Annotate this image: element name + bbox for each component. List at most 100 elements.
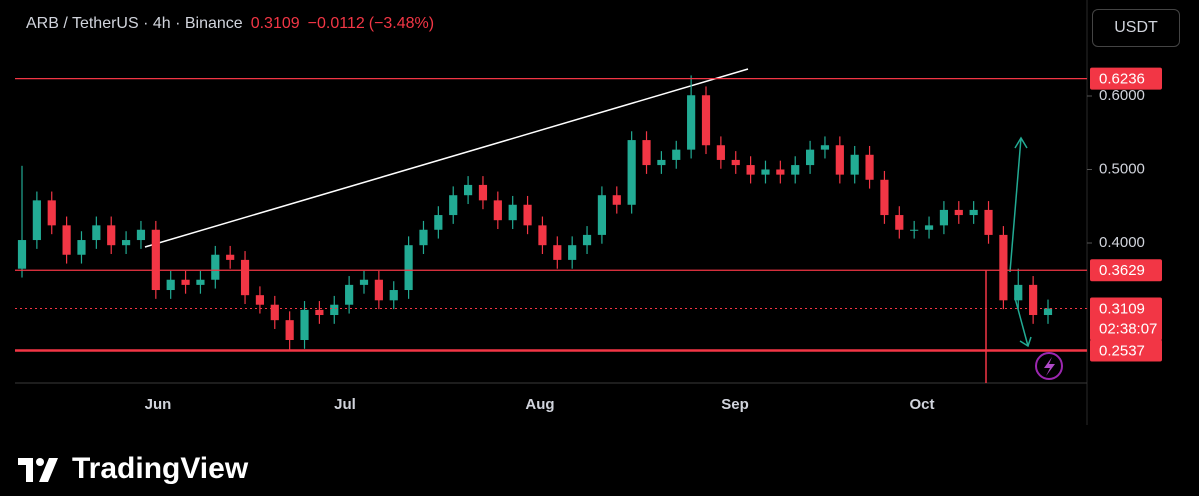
candle-body (1029, 284, 1038, 316)
x-tick-label: Oct (909, 396, 934, 413)
candle-body (62, 225, 71, 255)
x-tick-label: Sep (721, 396, 749, 413)
candle-body (687, 95, 696, 150)
candle-body (121, 240, 131, 246)
candle-body (776, 169, 785, 175)
candle-body (939, 209, 949, 226)
alert-icon (1035, 352, 1063, 380)
candle-body (672, 149, 681, 160)
candle-body (107, 225, 116, 246)
level-label: 0.2537 (1099, 342, 1145, 359)
x-tick-label: Jul (334, 396, 356, 413)
candle-body (77, 240, 86, 255)
last-price-label: 0.3109 (1099, 300, 1145, 317)
candle-body (731, 159, 740, 166)
candle-body (47, 200, 56, 226)
y-tick-label: 0.5000 (1099, 160, 1145, 177)
candle-body (969, 209, 978, 216)
header-change: −0.0112 (307, 15, 365, 32)
candle-body (315, 309, 324, 316)
candle-body (434, 215, 443, 230)
candle-body (895, 215, 904, 230)
candle-body (92, 225, 101, 241)
trend-line (144, 68, 749, 248)
candle-body (345, 284, 354, 305)
candle-body (166, 279, 175, 291)
candle-body (657, 159, 666, 166)
candle-body (910, 229, 919, 231)
level-label-bg (1090, 339, 1162, 362)
candle-body (374, 279, 383, 301)
x-tick-label: Aug (525, 396, 554, 413)
candle-body (508, 204, 517, 221)
candle-body (568, 245, 577, 260)
level-label-bg (1090, 259, 1162, 282)
level-label: 0.3629 (1099, 262, 1145, 279)
candle-body (404, 245, 413, 291)
candle-body (359, 279, 369, 285)
symbol-title: ARB / TetherUS · 4h · Binance (26, 15, 243, 32)
candle-body (761, 169, 770, 175)
candle-body (820, 145, 830, 150)
candle-body (642, 140, 651, 166)
candle-body (389, 290, 398, 301)
candle-body (32, 200, 41, 241)
candle-body (880, 179, 889, 216)
candle-body (285, 320, 294, 341)
candle-body (330, 304, 339, 316)
candle-body (449, 195, 458, 216)
countdown-label: 02:38:07 (1099, 320, 1157, 337)
brand-logo (18, 458, 58, 482)
candle-body (478, 184, 488, 201)
candle-body (17, 240, 27, 269)
candle-body (211, 254, 220, 280)
level-label: 0.6236 (1099, 71, 1145, 88)
header-change-pct: (−3.48%) (368, 15, 435, 32)
candle-body (226, 254, 235, 260)
candle-body (151, 229, 160, 291)
brand-name: TradingView (72, 452, 249, 485)
candle-body (1014, 284, 1023, 301)
candle-body (240, 259, 250, 296)
candle-body (612, 195, 621, 205)
candle-body (181, 279, 190, 285)
candle-body (538, 225, 547, 246)
up-arrow (1009, 136, 1028, 273)
candle-body (553, 245, 562, 260)
candle-body (954, 209, 963, 216)
candle-body (1043, 308, 1053, 316)
level-label-bg (1090, 67, 1162, 90)
candle-body (597, 195, 607, 235)
candle-body (850, 154, 859, 175)
candle-body (701, 95, 711, 146)
candle-body (419, 229, 428, 246)
y-tick-label: 0.6000 (1099, 87, 1145, 104)
candle-body (805, 149, 815, 166)
candle-body (791, 165, 800, 175)
candle-body (924, 225, 934, 230)
x-tick-label: Jun (145, 396, 172, 413)
candle-body (493, 200, 502, 221)
currency-button[interactable]: USDT (1092, 9, 1180, 47)
header-price: 0.3109 (250, 15, 300, 32)
candle-body (196, 279, 205, 285)
candle-body (999, 234, 1008, 301)
candle-body (984, 209, 993, 235)
candle-body (255, 295, 265, 305)
candle-body (300, 309, 309, 341)
candle-body (865, 154, 874, 180)
candle-body (835, 145, 844, 175)
candle-body (523, 204, 532, 226)
candle-body (746, 165, 755, 175)
y-tick-label: 0.4000 (1099, 234, 1145, 251)
candle-body (463, 184, 473, 196)
candle-body (627, 140, 636, 205)
candle-body (582, 234, 592, 246)
last-price-bg (1090, 297, 1162, 341)
candle-body (136, 229, 146, 241)
candle-body (270, 304, 279, 321)
down-arrow (1014, 297, 1032, 348)
candle-body (716, 145, 725, 160)
